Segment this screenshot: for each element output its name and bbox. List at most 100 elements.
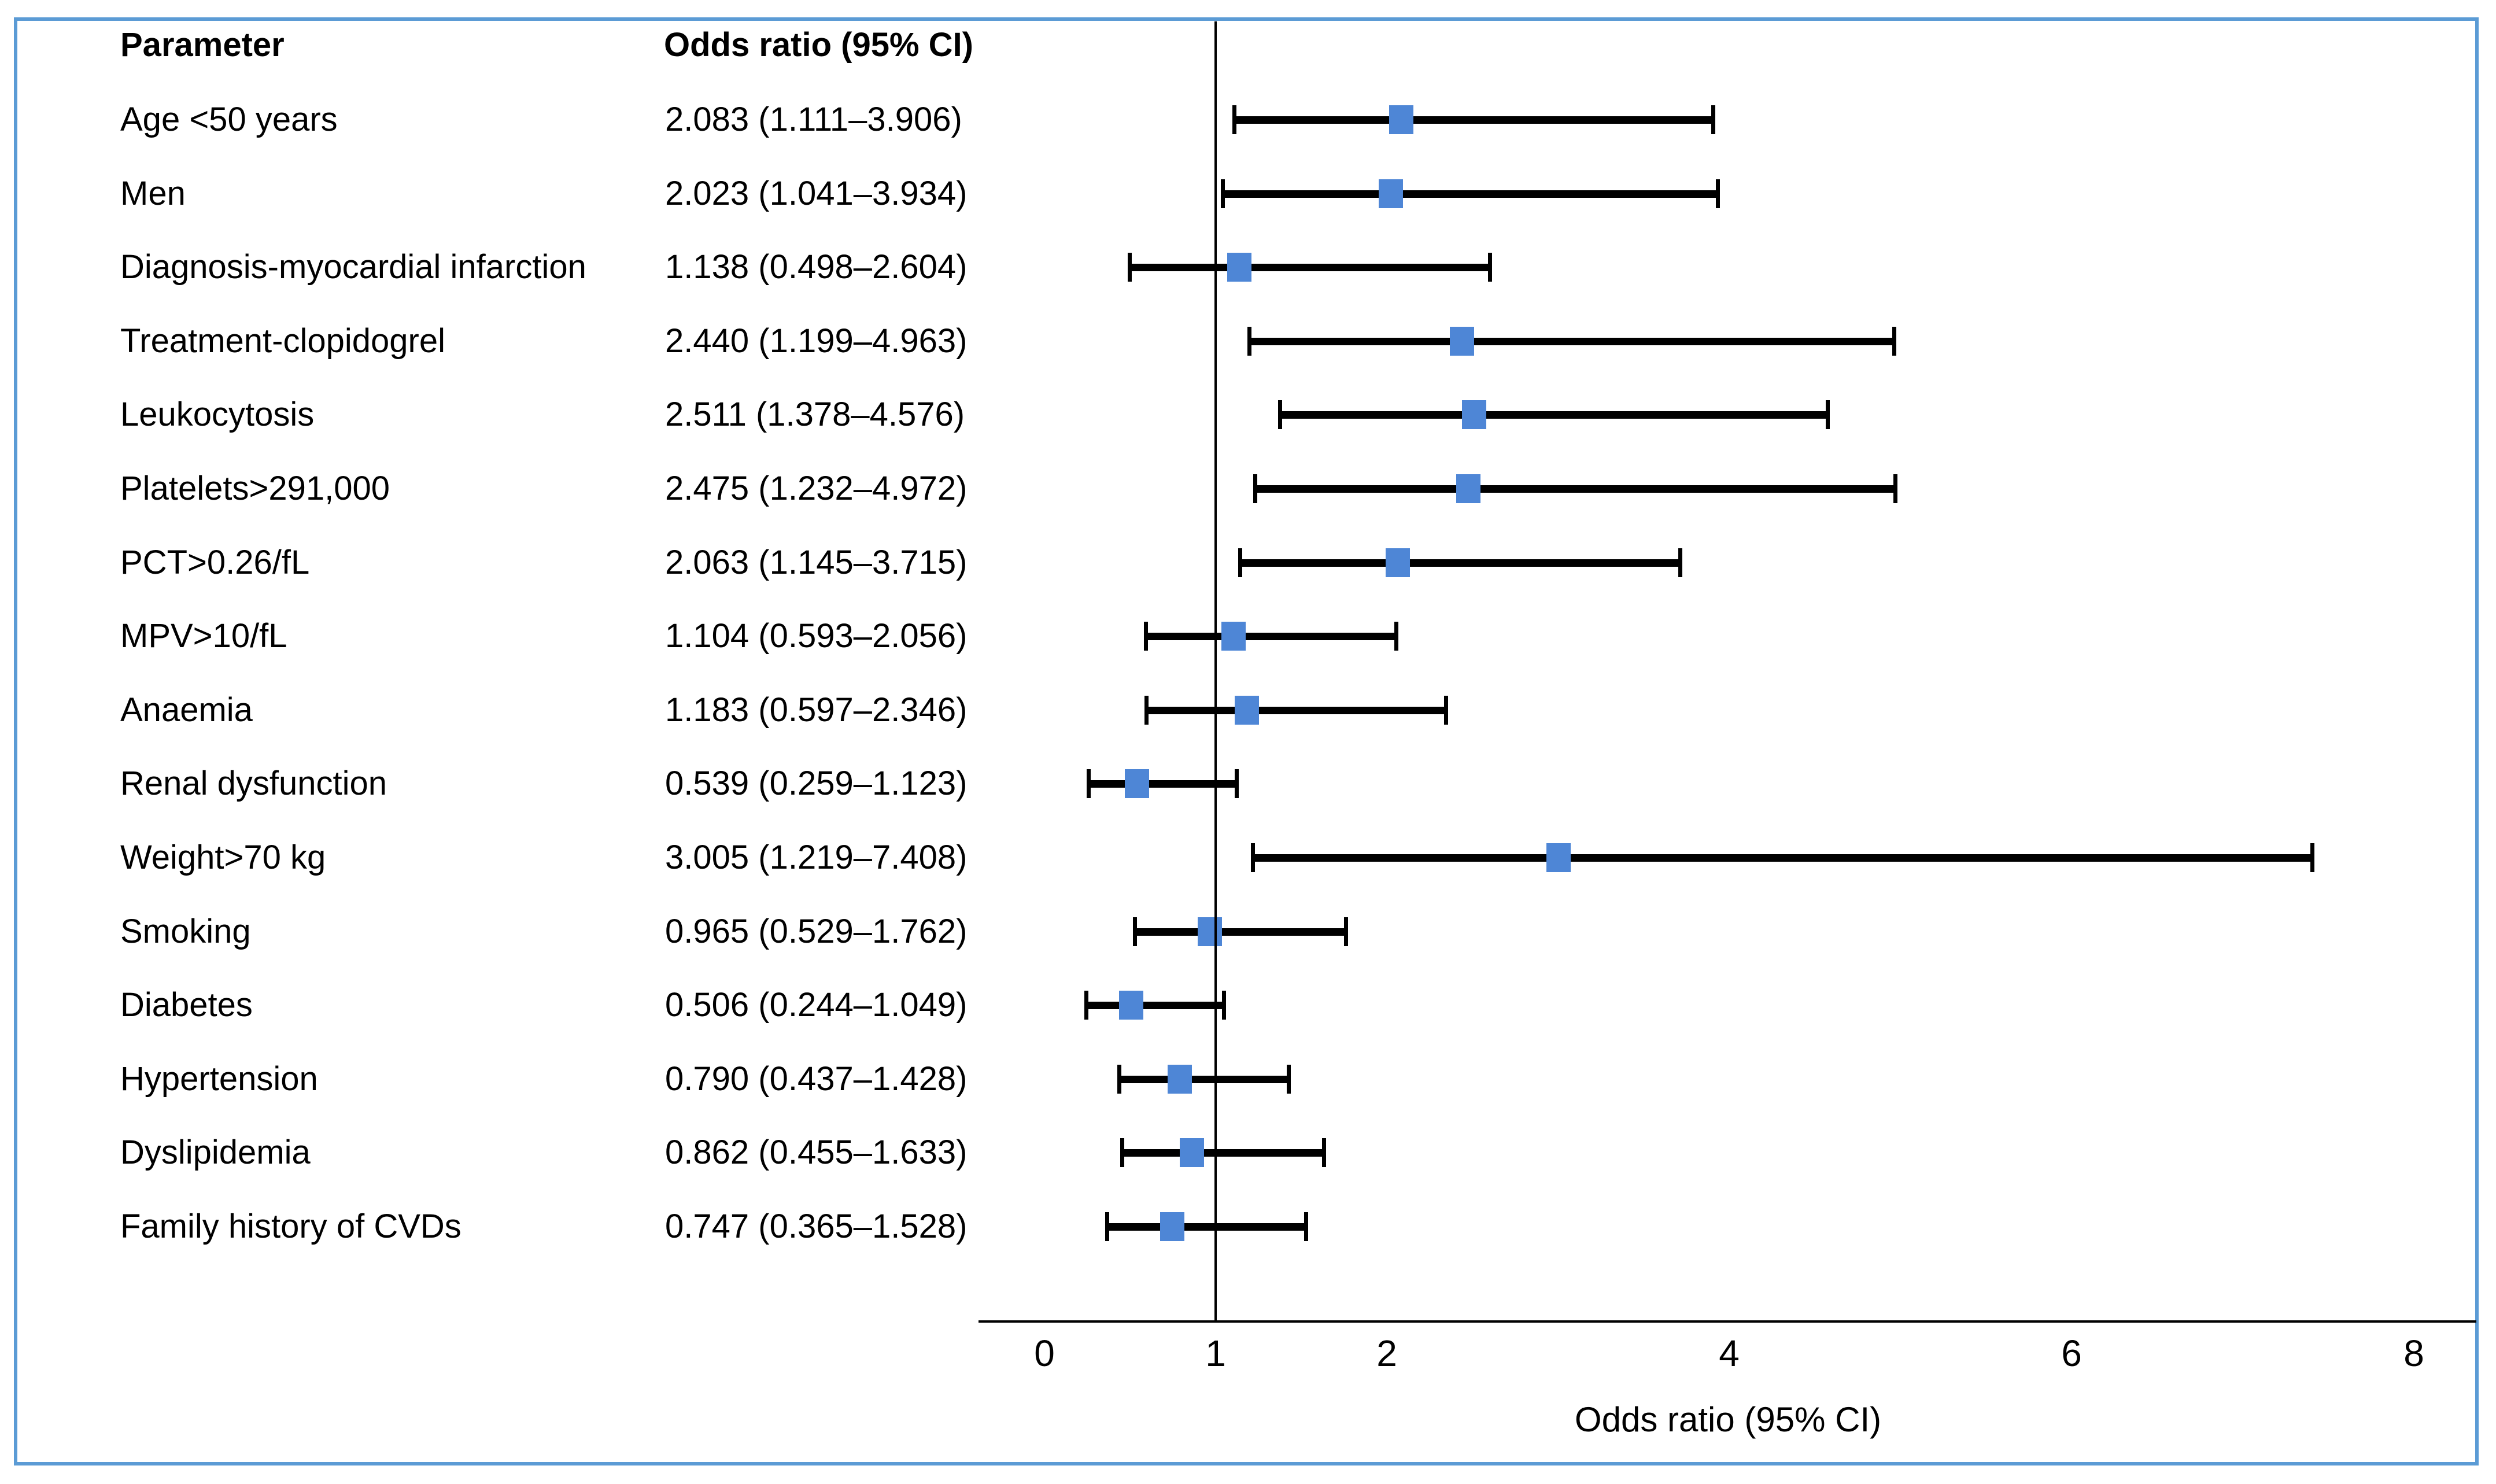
odds-ratio-marker (1180, 1138, 1205, 1168)
confidence-interval-cap (1222, 991, 1226, 1020)
confidence-interval-cap (1144, 622, 1149, 651)
confidence-interval-cap (1234, 769, 1239, 799)
odds-ratio-marker (1227, 253, 1251, 282)
reference-line-or-1 (1214, 21, 1217, 1320)
confidence-interval-cap (1087, 769, 1091, 799)
odds-ratio-marker (1118, 991, 1143, 1020)
confidence-interval-cap (1247, 326, 1252, 356)
confidence-interval-line (1129, 264, 1490, 272)
row-parameter-label: Age <50 years (120, 101, 338, 138)
row-odds-ratio-text: 1.183 (0.597–2.346) (665, 691, 968, 729)
confidence-interval-cap (1711, 105, 1715, 134)
row-odds-ratio-text: 0.790 (0.437–1.428) (665, 1060, 968, 1098)
row-parameter-label: Smoking (120, 912, 251, 950)
figure-border (14, 17, 2479, 1465)
row-parameter-label: Diagnosis-myocardial infarction (120, 248, 586, 286)
row-parameter-label: Men (120, 174, 186, 212)
row-odds-ratio-text: 2.475 (1.232–4.972) (665, 470, 968, 507)
confidence-interval-line (1086, 1002, 1224, 1010)
confidence-interval-cap (1253, 474, 1258, 503)
confidence-interval-cap (1892, 326, 1896, 356)
confidence-interval-cap (1278, 400, 1283, 430)
confidence-interval-cap (1084, 991, 1088, 1020)
row-parameter-label: Hypertension (120, 1060, 318, 1098)
x-axis-tick-label: 0 (1034, 1332, 1055, 1374)
column-header-parameter: Parameter (120, 26, 285, 64)
confidence-interval-cap (1251, 843, 1256, 872)
confidence-interval-cap (1144, 695, 1149, 725)
row-parameter-label: Platelets>291,000 (120, 470, 390, 507)
confidence-interval-line (1253, 854, 2313, 862)
odds-ratio-marker (1197, 917, 1222, 946)
odds-ratio-marker (1385, 548, 1410, 577)
row-odds-ratio-text: 1.138 (0.498–2.604) (665, 248, 968, 286)
odds-ratio-marker (1124, 769, 1149, 799)
row-odds-ratio-text: 2.083 (1.111–3.906) (665, 101, 962, 138)
confidence-interval-cap (1893, 474, 1898, 503)
confidence-interval-cap (1678, 548, 1683, 577)
confidence-interval-cap (1321, 1138, 1326, 1168)
confidence-interval-line (1240, 559, 1681, 567)
row-parameter-label: Family history of CVDs (120, 1208, 461, 1245)
row-parameter-label: Anaemia (120, 691, 253, 729)
confidence-interval-line (1146, 633, 1397, 641)
confidence-interval-cap (1394, 622, 1399, 651)
row-odds-ratio-text: 0.747 (0.365–1.528) (665, 1208, 968, 1245)
row-odds-ratio-text: 3.005 (1.219–7.408) (665, 839, 968, 876)
confidence-interval-cap (1105, 1212, 1109, 1241)
odds-ratio-marker (1462, 400, 1487, 430)
confidence-interval-cap (1715, 179, 1720, 208)
confidence-interval-cap (1117, 1064, 1121, 1094)
confidence-interval-cap (1220, 179, 1225, 208)
row-odds-ratio-text: 0.539 (0.259–1.123) (665, 765, 968, 803)
confidence-interval-line (1122, 1149, 1324, 1157)
row-odds-ratio-text: 0.862 (0.455–1.633) (665, 1134, 968, 1172)
confidence-interval-line (1135, 928, 1346, 936)
row-odds-ratio-text: 2.511 (1.378–4.576) (665, 396, 965, 434)
confidence-interval-line (1119, 1075, 1289, 1083)
x-axis-tick-label: 4 (1719, 1332, 1740, 1374)
odds-ratio-marker (1160, 1212, 1185, 1241)
row-odds-ratio-text: 1.104 (0.593–2.056) (665, 617, 968, 655)
confidence-interval-cap (1120, 1138, 1125, 1168)
odds-ratio-marker (1450, 326, 1475, 356)
confidence-interval-line (1280, 411, 1828, 419)
confidence-interval-line (1223, 190, 1718, 198)
x-axis-tick-label: 2 (1376, 1332, 1397, 1374)
confidence-interval-cap (1238, 548, 1243, 577)
x-axis-tick-label: 1 (1205, 1332, 1226, 1374)
row-parameter-label: Renal dysfunction (120, 765, 387, 803)
x-axis-tick-label: 6 (2061, 1332, 2082, 1374)
confidence-interval-cap (1133, 917, 1138, 946)
odds-ratio-marker (1546, 843, 1571, 872)
confidence-interval-cap (1344, 917, 1349, 946)
confidence-interval-cap (1488, 253, 1493, 282)
confidence-interval-cap (1287, 1064, 1291, 1094)
odds-ratio-marker (1456, 474, 1480, 503)
confidence-interval-cap (1127, 253, 1132, 282)
odds-ratio-marker (1221, 622, 1246, 651)
row-parameter-label: PCT>0.26/fL (120, 543, 310, 581)
confidence-interval-cap (1304, 1212, 1308, 1241)
odds-ratio-marker (1235, 695, 1260, 725)
confidence-interval-line (1234, 116, 1714, 124)
row-parameter-label: Dyslipidemia (120, 1134, 311, 1172)
row-odds-ratio-text: 0.965 (0.529–1.762) (665, 912, 968, 950)
row-parameter-label: Weight>70 kg (120, 839, 326, 876)
row-parameter-label: MPV>10/fL (120, 617, 287, 655)
x-axis-line (979, 1320, 2476, 1323)
confidence-interval-cap (2310, 843, 2315, 872)
odds-ratio-marker (1167, 1064, 1192, 1094)
odds-ratio-marker (1378, 179, 1403, 208)
row-odds-ratio-text: 2.063 (1.145–3.715) (665, 543, 968, 581)
row-odds-ratio-text: 0.506 (0.244–1.049) (665, 986, 968, 1024)
confidence-interval-line (1249, 337, 1895, 345)
row-parameter-label: Leukocytosis (120, 396, 315, 434)
row-parameter-label: Treatment-clopidogrel (120, 322, 445, 360)
row-odds-ratio-text: 2.440 (1.199–4.963) (665, 322, 968, 360)
confidence-interval-cap (1232, 105, 1237, 134)
confidence-interval-cap (1443, 695, 1448, 725)
confidence-interval-cap (1825, 400, 1830, 430)
column-header-odds-ratio: Odds ratio (95% CI) (664, 26, 973, 64)
